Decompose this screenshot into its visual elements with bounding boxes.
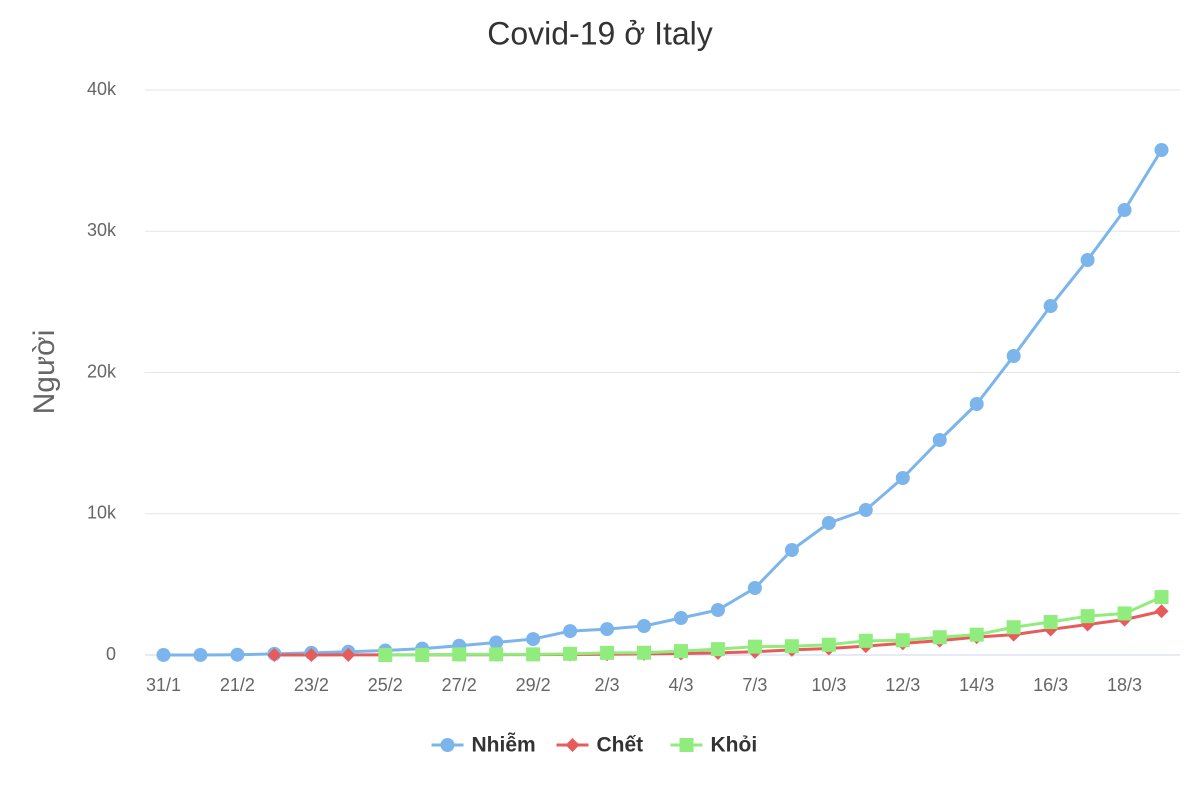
x-tick-label: 7/3 [742, 675, 767, 695]
data-point [1117, 606, 1132, 621]
data-point [1154, 143, 1169, 158]
data-point [821, 516, 836, 531]
x-tick-label: 29/2 [516, 675, 551, 695]
legend-marker [565, 738, 580, 752]
x-tick-label: 16/3 [1033, 675, 1068, 695]
data-point [1006, 620, 1021, 635]
data-point [1154, 590, 1169, 605]
data-point [341, 647, 356, 662]
data-point [600, 622, 615, 637]
data-point [932, 630, 947, 645]
data-point [156, 647, 171, 662]
data-point [1043, 615, 1058, 630]
data-point [415, 647, 430, 662]
x-tick-label: 27/2 [442, 675, 477, 695]
data-point [526, 647, 541, 662]
x-tick-label: 23/2 [294, 675, 329, 695]
data-point [563, 646, 578, 661]
legend-label: Chết [597, 734, 644, 757]
data-point [821, 637, 836, 652]
data-point [673, 611, 688, 626]
data-point [563, 624, 578, 639]
x-tick-label: 14/3 [959, 675, 994, 695]
data-point [452, 647, 467, 662]
data-point [1006, 349, 1021, 364]
data-point [895, 470, 910, 485]
data-point [489, 635, 504, 650]
data-point [1117, 203, 1132, 218]
data-point [747, 639, 762, 654]
data-point [747, 581, 762, 596]
data-point [193, 647, 208, 662]
data-point [784, 639, 799, 654]
data-point [710, 602, 725, 617]
data-point [637, 619, 652, 634]
y-tick-label: 10k [87, 503, 117, 523]
data-point [304, 647, 319, 662]
data-point [969, 396, 984, 411]
x-tick-label: 31/1 [146, 675, 181, 695]
data-point [489, 647, 504, 662]
data-point [932, 433, 947, 448]
data-point [230, 647, 245, 662]
series-line [163, 149, 1163, 657]
y-axis-label: Người [28, 330, 61, 415]
y-tick-label: 40k [87, 79, 117, 99]
data-point [895, 633, 910, 648]
x-tick-label: 21/2 [220, 675, 255, 695]
x-tick-label: 18/3 [1107, 675, 1142, 695]
legend-marker [679, 738, 694, 752]
data-point [378, 647, 393, 662]
chart-title: Covid-19 ở Italy [487, 15, 713, 51]
series-line [385, 595, 1163, 657]
data-point [1080, 609, 1095, 624]
data-point [1043, 299, 1058, 314]
data-point [710, 642, 725, 657]
y-tick-label: 20k [87, 361, 117, 381]
data-point [858, 502, 873, 517]
data-point [267, 647, 282, 662]
x-tick-label: 25/2 [368, 675, 403, 695]
data-point [673, 644, 688, 659]
data-point [526, 632, 541, 647]
y-tick-label: 0 [106, 644, 116, 664]
x-tick-label: 4/3 [668, 675, 693, 695]
x-tick-label: 12/3 [885, 675, 920, 695]
data-point [1154, 604, 1169, 619]
data-point [784, 542, 799, 557]
data-point [637, 645, 652, 660]
data-point [858, 633, 873, 648]
data-point [600, 645, 615, 660]
legend-label: Nhiễm [472, 733, 536, 757]
y-tick-label: 30k [87, 220, 117, 240]
data-point [969, 627, 984, 642]
data-point [1080, 252, 1095, 267]
x-tick-label: 2/3 [595, 675, 620, 695]
legend-label: Khỏi [711, 734, 758, 757]
legend-marker [440, 738, 455, 752]
x-tick-label: 10/3 [811, 675, 846, 695]
